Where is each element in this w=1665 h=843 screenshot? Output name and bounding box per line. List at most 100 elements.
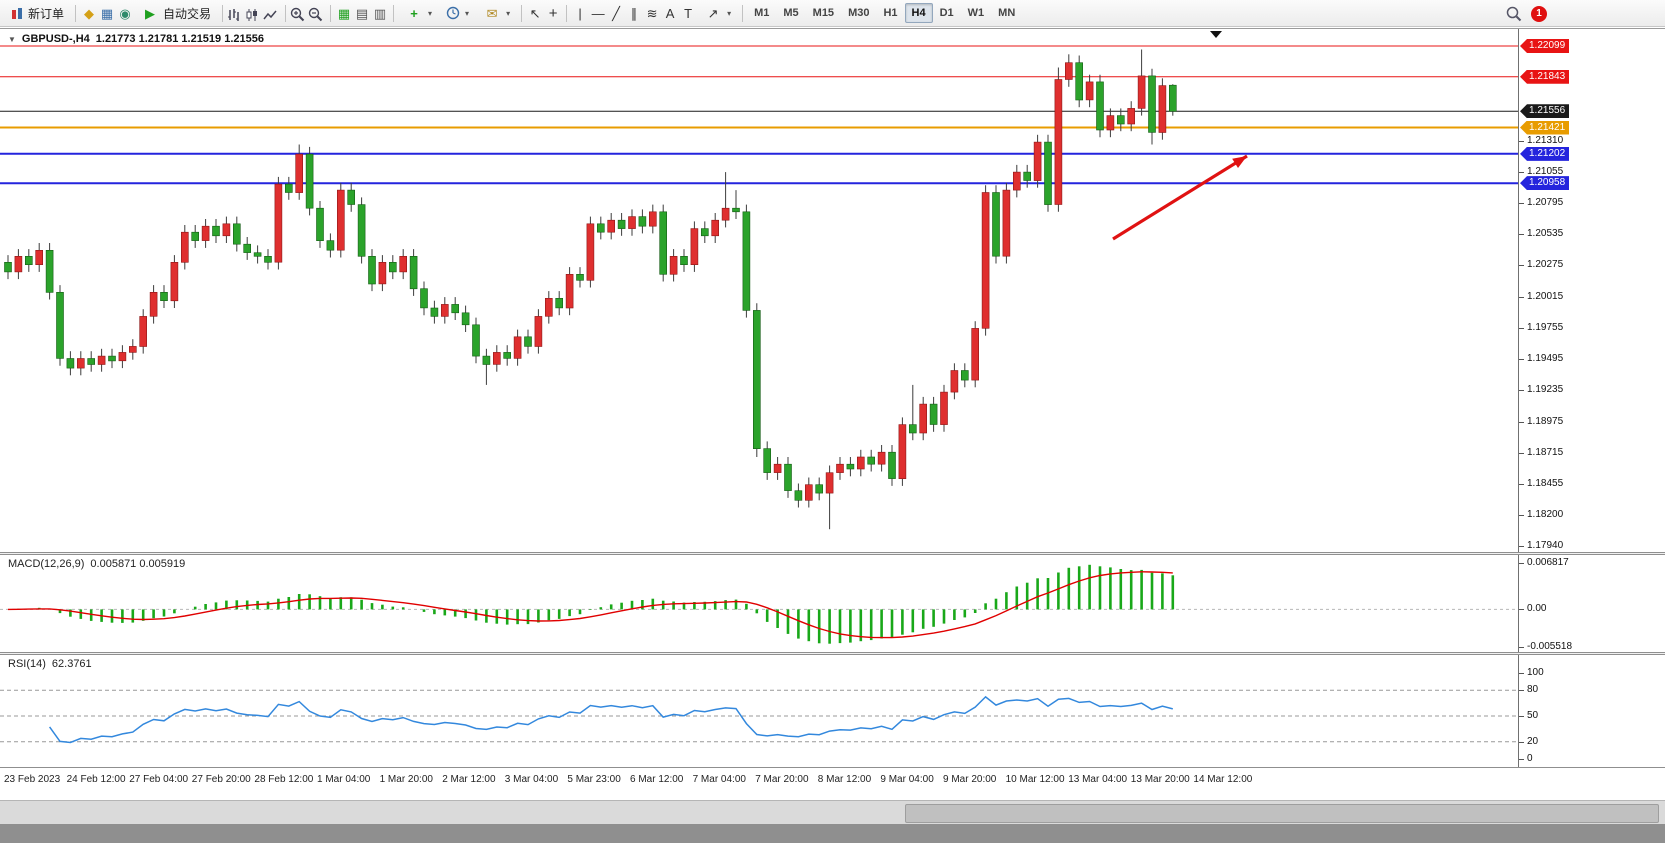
candle-body [149,291,158,317]
candle-body [35,250,44,266]
macd-canvas[interactable] [0,555,1518,652]
rsi-axis[interactable]: 100 80 50 20 0 [1518,655,1665,767]
axis-tick-label: 1.19235 [1527,384,1564,396]
time-axis-label: 10 Mar 12:00 [1005,774,1065,785]
axis-tick [1519,647,1524,648]
collapse-icon[interactable]: ▼ [8,34,16,44]
timeframe-m5[interactable]: M5 [783,7,799,19]
candle-body [1117,115,1125,125]
notification-badge[interactable]: 1 [1531,5,1547,22]
timeframe-h4[interactable]: H4 [904,3,933,23]
price-chart-canvas[interactable] [0,29,1518,553]
zoom-in-icon[interactable] [290,4,308,22]
tile-windows-icon[interactable]: ▦ [337,5,351,21]
candle-body [24,256,33,266]
candle-body [784,463,792,491]
candle-body [721,207,730,221]
candle-body [794,490,803,501]
horizontal-line-tool-icon[interactable]: — [591,5,605,21]
bar-chart-icon[interactable] [227,5,245,22]
text-tool-icon[interactable]: A [665,5,675,21]
candle-body [700,228,709,237]
candle-body [45,250,54,293]
news-button[interactable]: ✉ ▾ [476,3,517,24]
price-badge: 1.22099 [1520,39,1570,53]
candle-body [555,297,564,309]
candlestick-chart-icon[interactable] [245,5,263,22]
candle-body [420,288,428,309]
periods-button[interactable]: ▾ [439,3,476,24]
time-axis-label: 3 Mar 04:00 [504,774,559,785]
h-scrollbar-track[interactable] [0,800,1665,825]
candle-body [492,352,501,365]
price-badge: 1.21421 [1520,120,1570,135]
candle-body [368,256,376,285]
chart-shift-icon[interactable]: ▥ [373,5,387,21]
time-axis[interactable]: 23 Feb 2023 24 Feb 12:00 27 Feb 04:00 27 Fe… [0,769,1665,795]
candle-body [836,463,844,473]
community-icon[interactable]: ◉ [119,5,131,21]
ohlc-readout: 1.21773 1.21781 1.21519 1.21556 [95,33,264,45]
macd-axis[interactable]: 0.006817 0.00 -0.005518 [1518,555,1665,652]
timeframe-w1[interactable]: W1 [967,7,985,19]
new-order-button[interactable]: 新订单 [4,3,71,24]
cursor-icon[interactable]: ↖ [529,5,541,21]
price-axis[interactable]: 1.21310 1.21055 1.20795 1.20535 1.20275 1.200… [1518,29,1665,553]
time-axis-label: 9 Mar 20:00 [943,774,997,785]
channel-tool-icon[interactable]: ∥ [630,5,638,21]
time-axis-label: 7 Mar 20:00 [755,774,809,785]
time-axis-label: 8 Mar 12:00 [817,774,872,785]
candle-body [284,183,293,193]
time-axis-label: 1 Mar 04:00 [317,774,371,785]
rsi-canvas[interactable] [0,655,1518,767]
price-badge: 1.21556 [1520,104,1570,119]
time-axis-label: 13 Mar 20:00 [1130,774,1190,785]
candle-body [752,310,761,449]
candle-body [1085,81,1094,101]
vertical-line-tool-icon[interactable]: | [578,5,582,21]
line-chart-icon[interactable] [263,5,281,22]
symbol-period: GBPUSD-,H4 [21,33,90,45]
fibonacci-tool-icon[interactable]: ≋ [646,5,658,21]
label-tool-icon[interactable]: T [684,5,693,21]
timeframe-m30[interactable]: M30 [848,7,870,19]
autotrade-button[interactable]: ▶ 自动交易 [134,3,218,24]
arrows-tool-icon: ↗ [707,5,719,21]
chevron-down-icon: ▾ [428,8,433,18]
zoom-out-icon[interactable] [308,4,326,22]
market-watch-icon[interactable]: ◆ [84,5,95,21]
candle-body [628,216,636,229]
rsi-value: 62.3761 [51,658,92,670]
auto-scroll-icon[interactable]: ▤ [355,5,369,21]
axis-tick [1519,359,1524,361]
trendline-tool-icon[interactable]: ╱ [612,5,620,21]
crosshair-icon[interactable]: + [548,4,558,22]
candle-body [378,262,387,285]
axis-tick-label: 1.18455 [1527,478,1564,490]
h-scrollbar-thumb[interactable] [905,804,1659,823]
candle-body [690,228,699,266]
timeframe-h1[interactable]: H1 [883,7,898,19]
candle-body [77,358,85,369]
panel-divider[interactable] [0,652,1665,655]
axis-tick-label: 1.21055 [1527,165,1564,177]
new-chart-button[interactable]: + ▾ [398,3,439,24]
candle-body [940,391,948,425]
timeframe-d1[interactable]: D1 [939,7,954,19]
arrows-tool-button[interactable]: ↗ ▾ [697,3,738,24]
timeframe-mn[interactable]: MN [998,7,1016,19]
charts-icon[interactable]: ▦ [100,5,114,21]
timeframe-m15[interactable]: M15 [812,7,835,19]
mail-icon: ✉ [486,5,498,21]
search-icon[interactable] [1506,6,1522,22]
timeframe-m1[interactable]: M1 [754,7,770,19]
separator [222,4,224,22]
arrow-annotation[interactable] [1112,154,1248,241]
candle-body [409,256,418,290]
toolbar-right-cluster: 1 [1506,0,1547,27]
time-axis-label: 27 Feb 20:00 [191,774,251,785]
candle-body [565,274,574,309]
panel-divider[interactable] [0,552,1665,555]
axis-tick-label: 1.21310 [1527,134,1564,146]
